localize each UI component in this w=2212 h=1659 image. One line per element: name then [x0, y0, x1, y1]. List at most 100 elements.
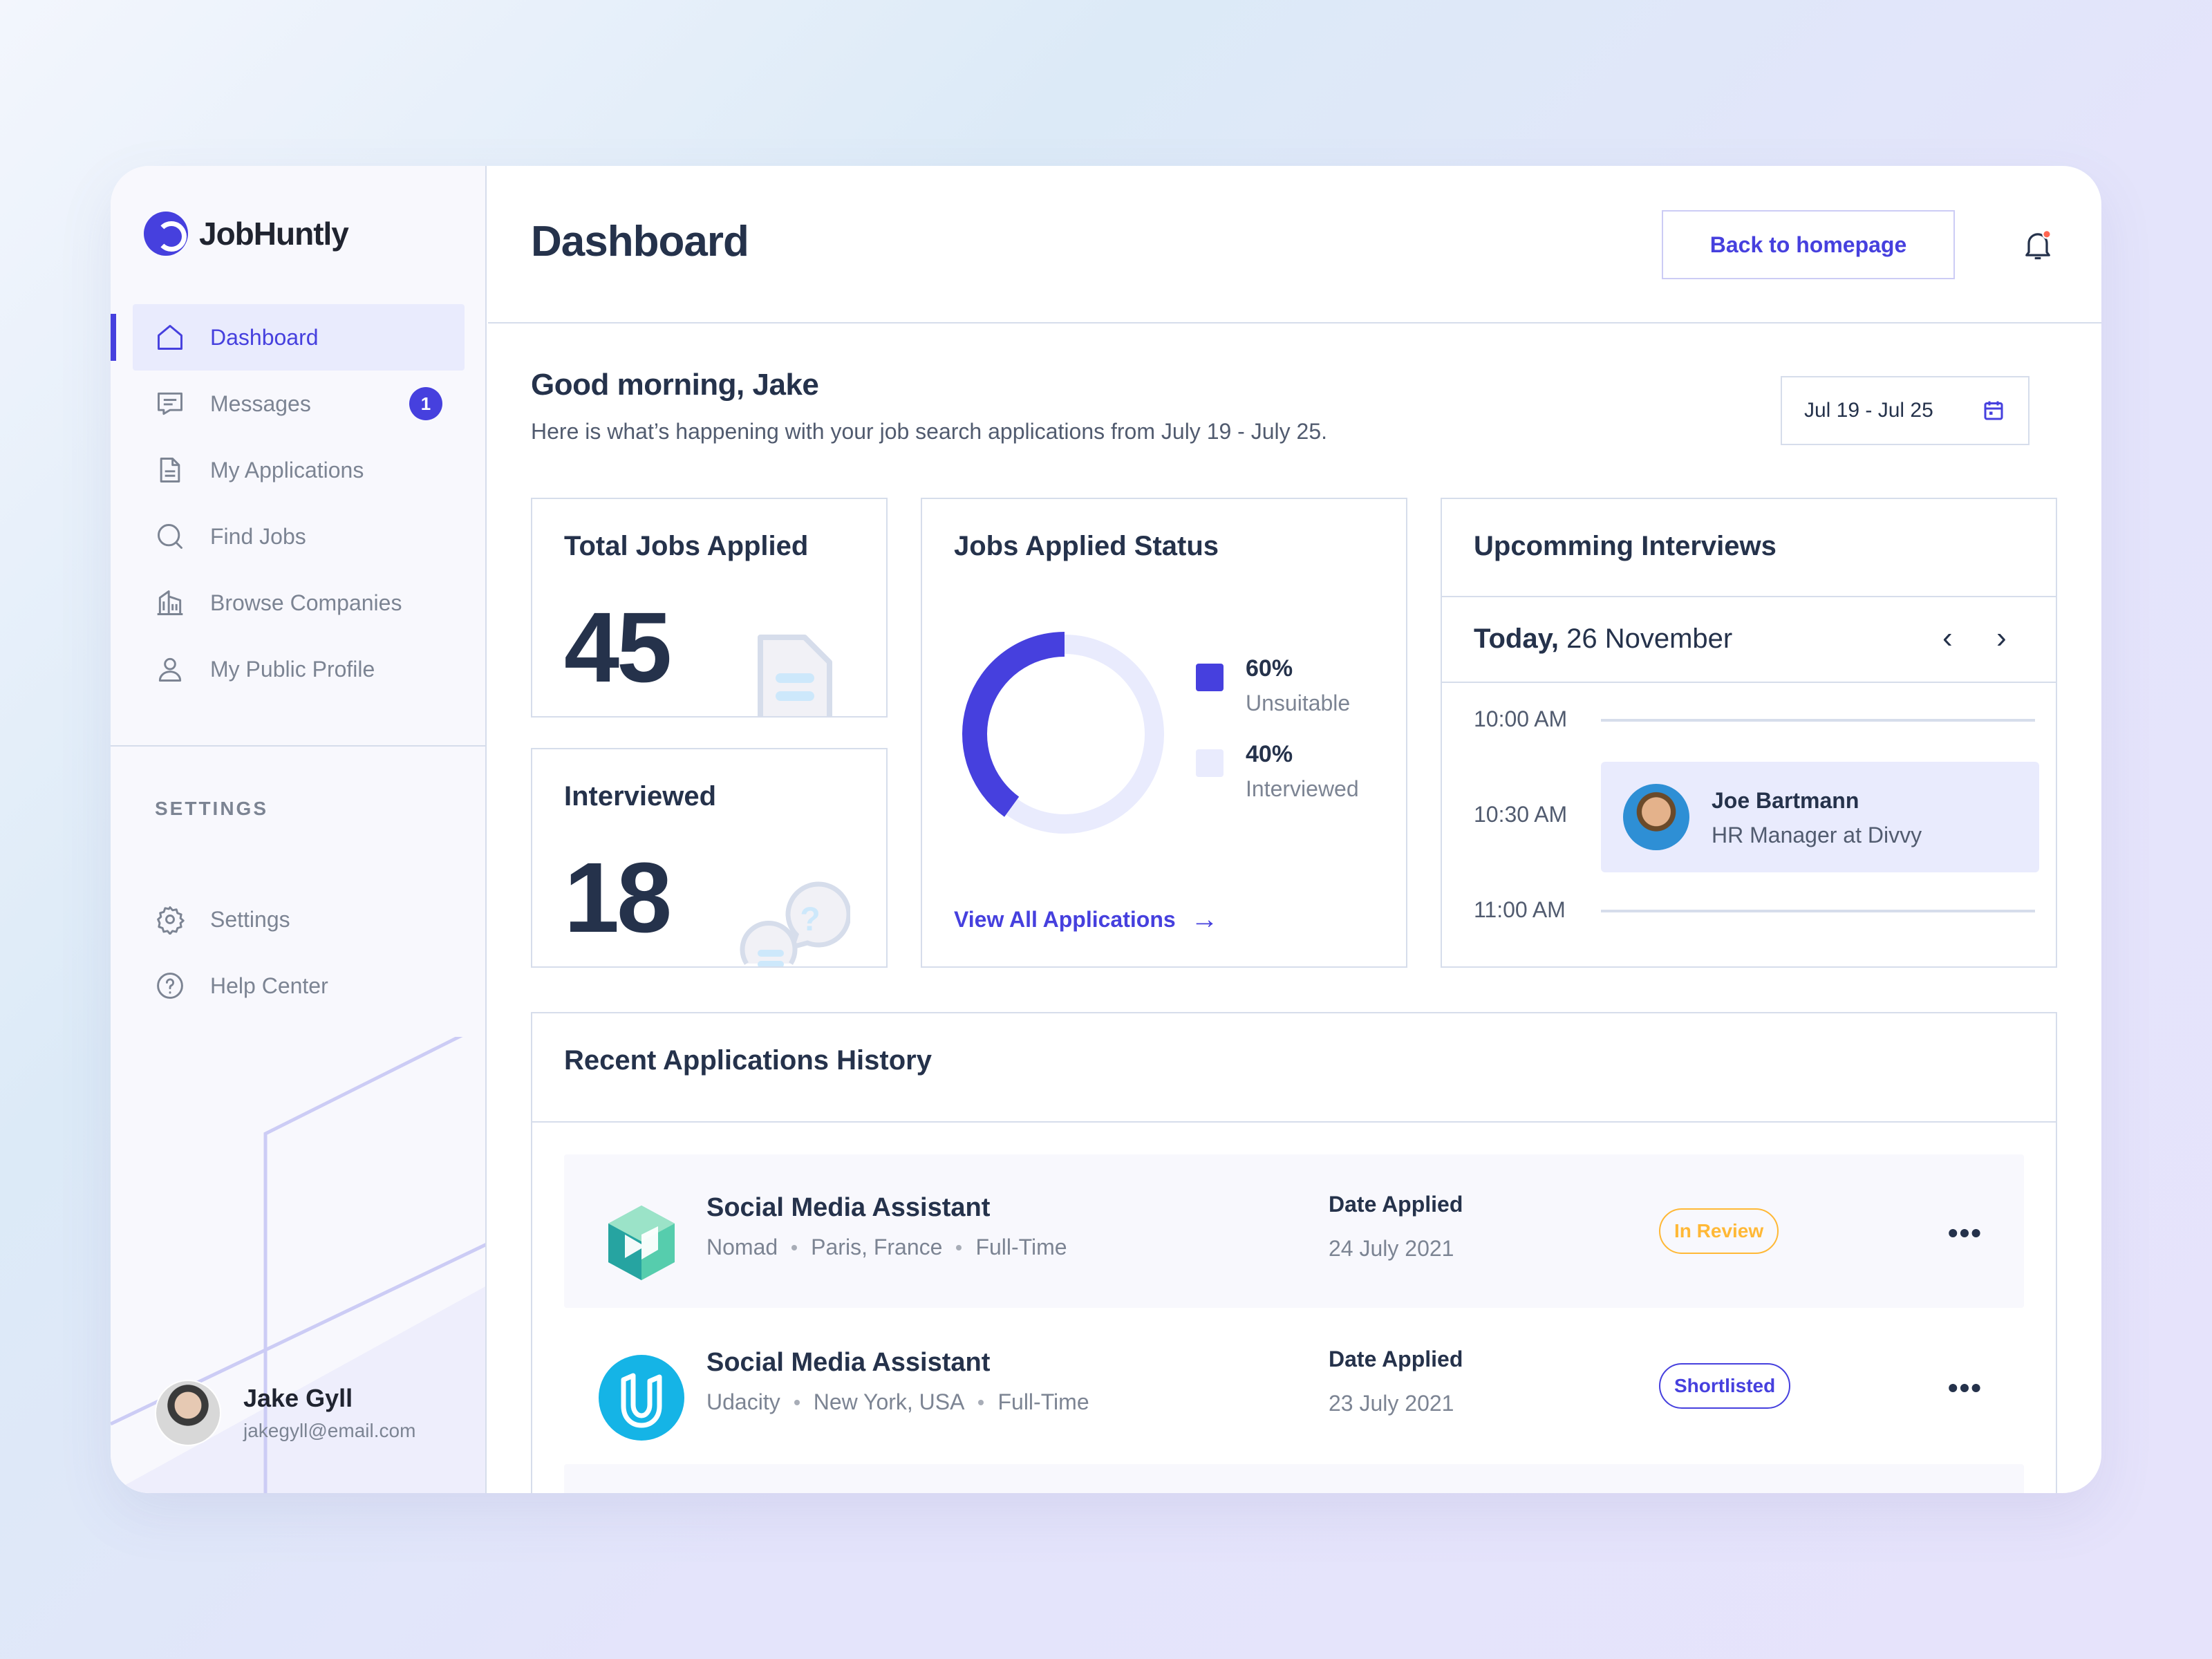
interviewer-role: HR Manager at Divvy [1712, 823, 1922, 847]
section-divider [532, 1121, 2056, 1123]
job-type: Full-Time [975, 1235, 1067, 1259]
time-divider [1601, 719, 2035, 722]
logo-icon [144, 212, 188, 256]
total-jobs-label: Total Jobs Applied [564, 531, 809, 561]
calendar-icon [1984, 401, 2003, 420]
job-meta: Udacity New York, USA Full-Time [706, 1389, 1089, 1415]
legend-percent: 60% [1246, 655, 1293, 682]
date-applied-value: 23 July 2021 [1329, 1391, 1454, 1416]
interview-event[interactable]: Joe Bartmann HR Manager at Divvy [1601, 762, 2039, 872]
application-row[interactable] [564, 1464, 2024, 1493]
home-icon [155, 322, 185, 353]
user-name: Jake Gyll [243, 1384, 353, 1412]
status-badge: Shortlisted [1659, 1363, 1791, 1409]
legend-swatch [1196, 749, 1224, 777]
separator-dot [978, 1399, 984, 1405]
separator-dot [794, 1399, 800, 1405]
app-name: JobHuntly [199, 216, 349, 252]
greeting-title: Good morning, Jake [531, 368, 819, 402]
chevron-right-icon[interactable]: › [1996, 621, 2007, 655]
notification-bell-icon[interactable] [2020, 227, 2056, 263]
interviews-date-header: Today, 26 November ‹ › [1442, 596, 2056, 683]
page-title: Dashboard [531, 218, 749, 265]
unread-badge: 1 [409, 387, 442, 420]
greeting-subtitle: Here is what’s happening with your job s… [531, 419, 1327, 444]
more-options-icon[interactable]: ••• [1947, 1217, 1983, 1249]
job-title: Social Media Assistant [706, 1193, 991, 1222]
job-type: Full-Time [997, 1389, 1089, 1414]
legend-percent: 40% [1246, 741, 1293, 767]
settings-nav: Settings Help Center [133, 886, 465, 1019]
sidebar-item-label: Messages [210, 391, 311, 416]
interviewed-value: 18 [564, 842, 672, 953]
job-title: Social Media Assistant [706, 1348, 991, 1377]
legend-label: Unsuitable [1246, 691, 1351, 715]
app-logo[interactable]: JobHuntly [144, 212, 349, 256]
application-row[interactable]: Social Media Assistant Udacity New York,… [564, 1309, 2024, 1463]
interviews-title: Upcomming Interviews [1474, 531, 1777, 561]
chevron-left-icon[interactable]: ‹ [1942, 621, 1953, 655]
sidebar-item-messages[interactable]: Messages 1 [133, 371, 465, 437]
time-slot: 11:00 AM [1474, 897, 1566, 922]
main-nav: Dashboard Messages 1 My Applications Fi [111, 304, 465, 702]
jobs-status-card: Jobs Applied Status 60% Unsuitable 40% I… [921, 498, 1407, 968]
view-all-applications-link[interactable]: View All Applications → [954, 904, 1219, 935]
time-slot: 10:30 AM [1474, 802, 1568, 827]
help-icon [155, 971, 185, 1001]
sidebar-item-browse-companies[interactable]: Browse Companies [133, 570, 465, 636]
company-name: Nomad [706, 1235, 778, 1259]
recent-applications-title: Recent Applications History [564, 1045, 932, 1076]
sidebar-item-settings[interactable]: Settings [133, 886, 465, 953]
user-icon [155, 654, 185, 684]
date-applied-label: Date Applied [1329, 1347, 1463, 1371]
application-row[interactable]: Social Media Assistant Nomad Paris, Fran… [564, 1154, 2024, 1308]
sidebar-item-label: My Applications [210, 457, 364, 482]
job-location: Paris, France [811, 1235, 943, 1259]
sidebar-item-dashboard[interactable]: Dashboard [111, 304, 465, 371]
search-icon [155, 521, 185, 552]
upcoming-interviews-card: Upcomming Interviews Today, 26 November … [1441, 498, 2057, 968]
sidebar-item-help-center[interactable]: Help Center [133, 953, 465, 1019]
legend-swatch [1196, 664, 1224, 691]
nomad-logo [608, 1206, 675, 1280]
sidebar-item-find-jobs[interactable]: Find Jobs [133, 503, 465, 570]
main-content: Dashboard Back to homepage Good morning,… [488, 166, 2101, 1493]
document-illustration-icon [758, 635, 832, 716]
time-divider [1601, 910, 2035, 912]
more-options-icon[interactable]: ••• [1947, 1371, 1983, 1404]
sidebar-item-label: Find Jobs [210, 523, 306, 549]
interviewed-card[interactable]: Interviewed 18 ? [531, 748, 888, 968]
settings-section-label: SETTINGS [155, 798, 269, 819]
gear-icon [155, 904, 185, 935]
back-to-homepage-button[interactable]: Back to homepage [1662, 210, 1955, 279]
user-email: jakegyll@email.com [243, 1420, 416, 1441]
time-slot: 10:00 AM [1474, 706, 1568, 731]
company-name: Udacity [706, 1389, 780, 1414]
recent-applications-card: Recent Applications History Social Media… [531, 1012, 2057, 1493]
total-jobs-value: 45 [564, 592, 672, 703]
job-location: New York, USA [813, 1389, 965, 1414]
date-applied-value: 24 July 2021 [1329, 1236, 1454, 1261]
status-donut-chart [962, 632, 1164, 834]
donut-slice-unsuitable [1006, 635, 1164, 834]
jobs-status-title: Jobs Applied Status [954, 531, 1219, 561]
avatar [155, 1380, 221, 1446]
svg-text:?: ? [800, 901, 820, 938]
interviews-date: Today, 26 November [1474, 624, 1733, 654]
legend-item-unsuitable: 60% Unsuitable [1196, 655, 1350, 716]
view-all-label: View All Applications [954, 907, 1176, 932]
sidebar-item-my-applications[interactable]: My Applications [133, 437, 465, 503]
sidebar-item-label: Settings [210, 906, 290, 932]
sidebar-item-label: Help Center [210, 973, 328, 998]
message-icon [155, 388, 185, 419]
sidebar-item-public-profile[interactable]: My Public Profile [133, 636, 465, 702]
date-range-picker[interactable]: Jul 19 - Jul 25 [1781, 376, 2030, 445]
job-meta: Nomad Paris, France Full-Time [706, 1235, 1067, 1260]
interviewer-name: Joe Bartmann [1712, 788, 1859, 813]
total-jobs-card[interactable]: Total Jobs Applied 45 [531, 498, 888, 718]
current-user[interactable]: Jake Gyll jakegyll@email.com [155, 1380, 415, 1446]
date-range-value: Jul 19 - Jul 25 [1804, 399, 1933, 422]
separator-dot [791, 1244, 798, 1250]
donut-slice-interviewed [962, 632, 1065, 817]
legend-label: Interviewed [1246, 776, 1359, 801]
